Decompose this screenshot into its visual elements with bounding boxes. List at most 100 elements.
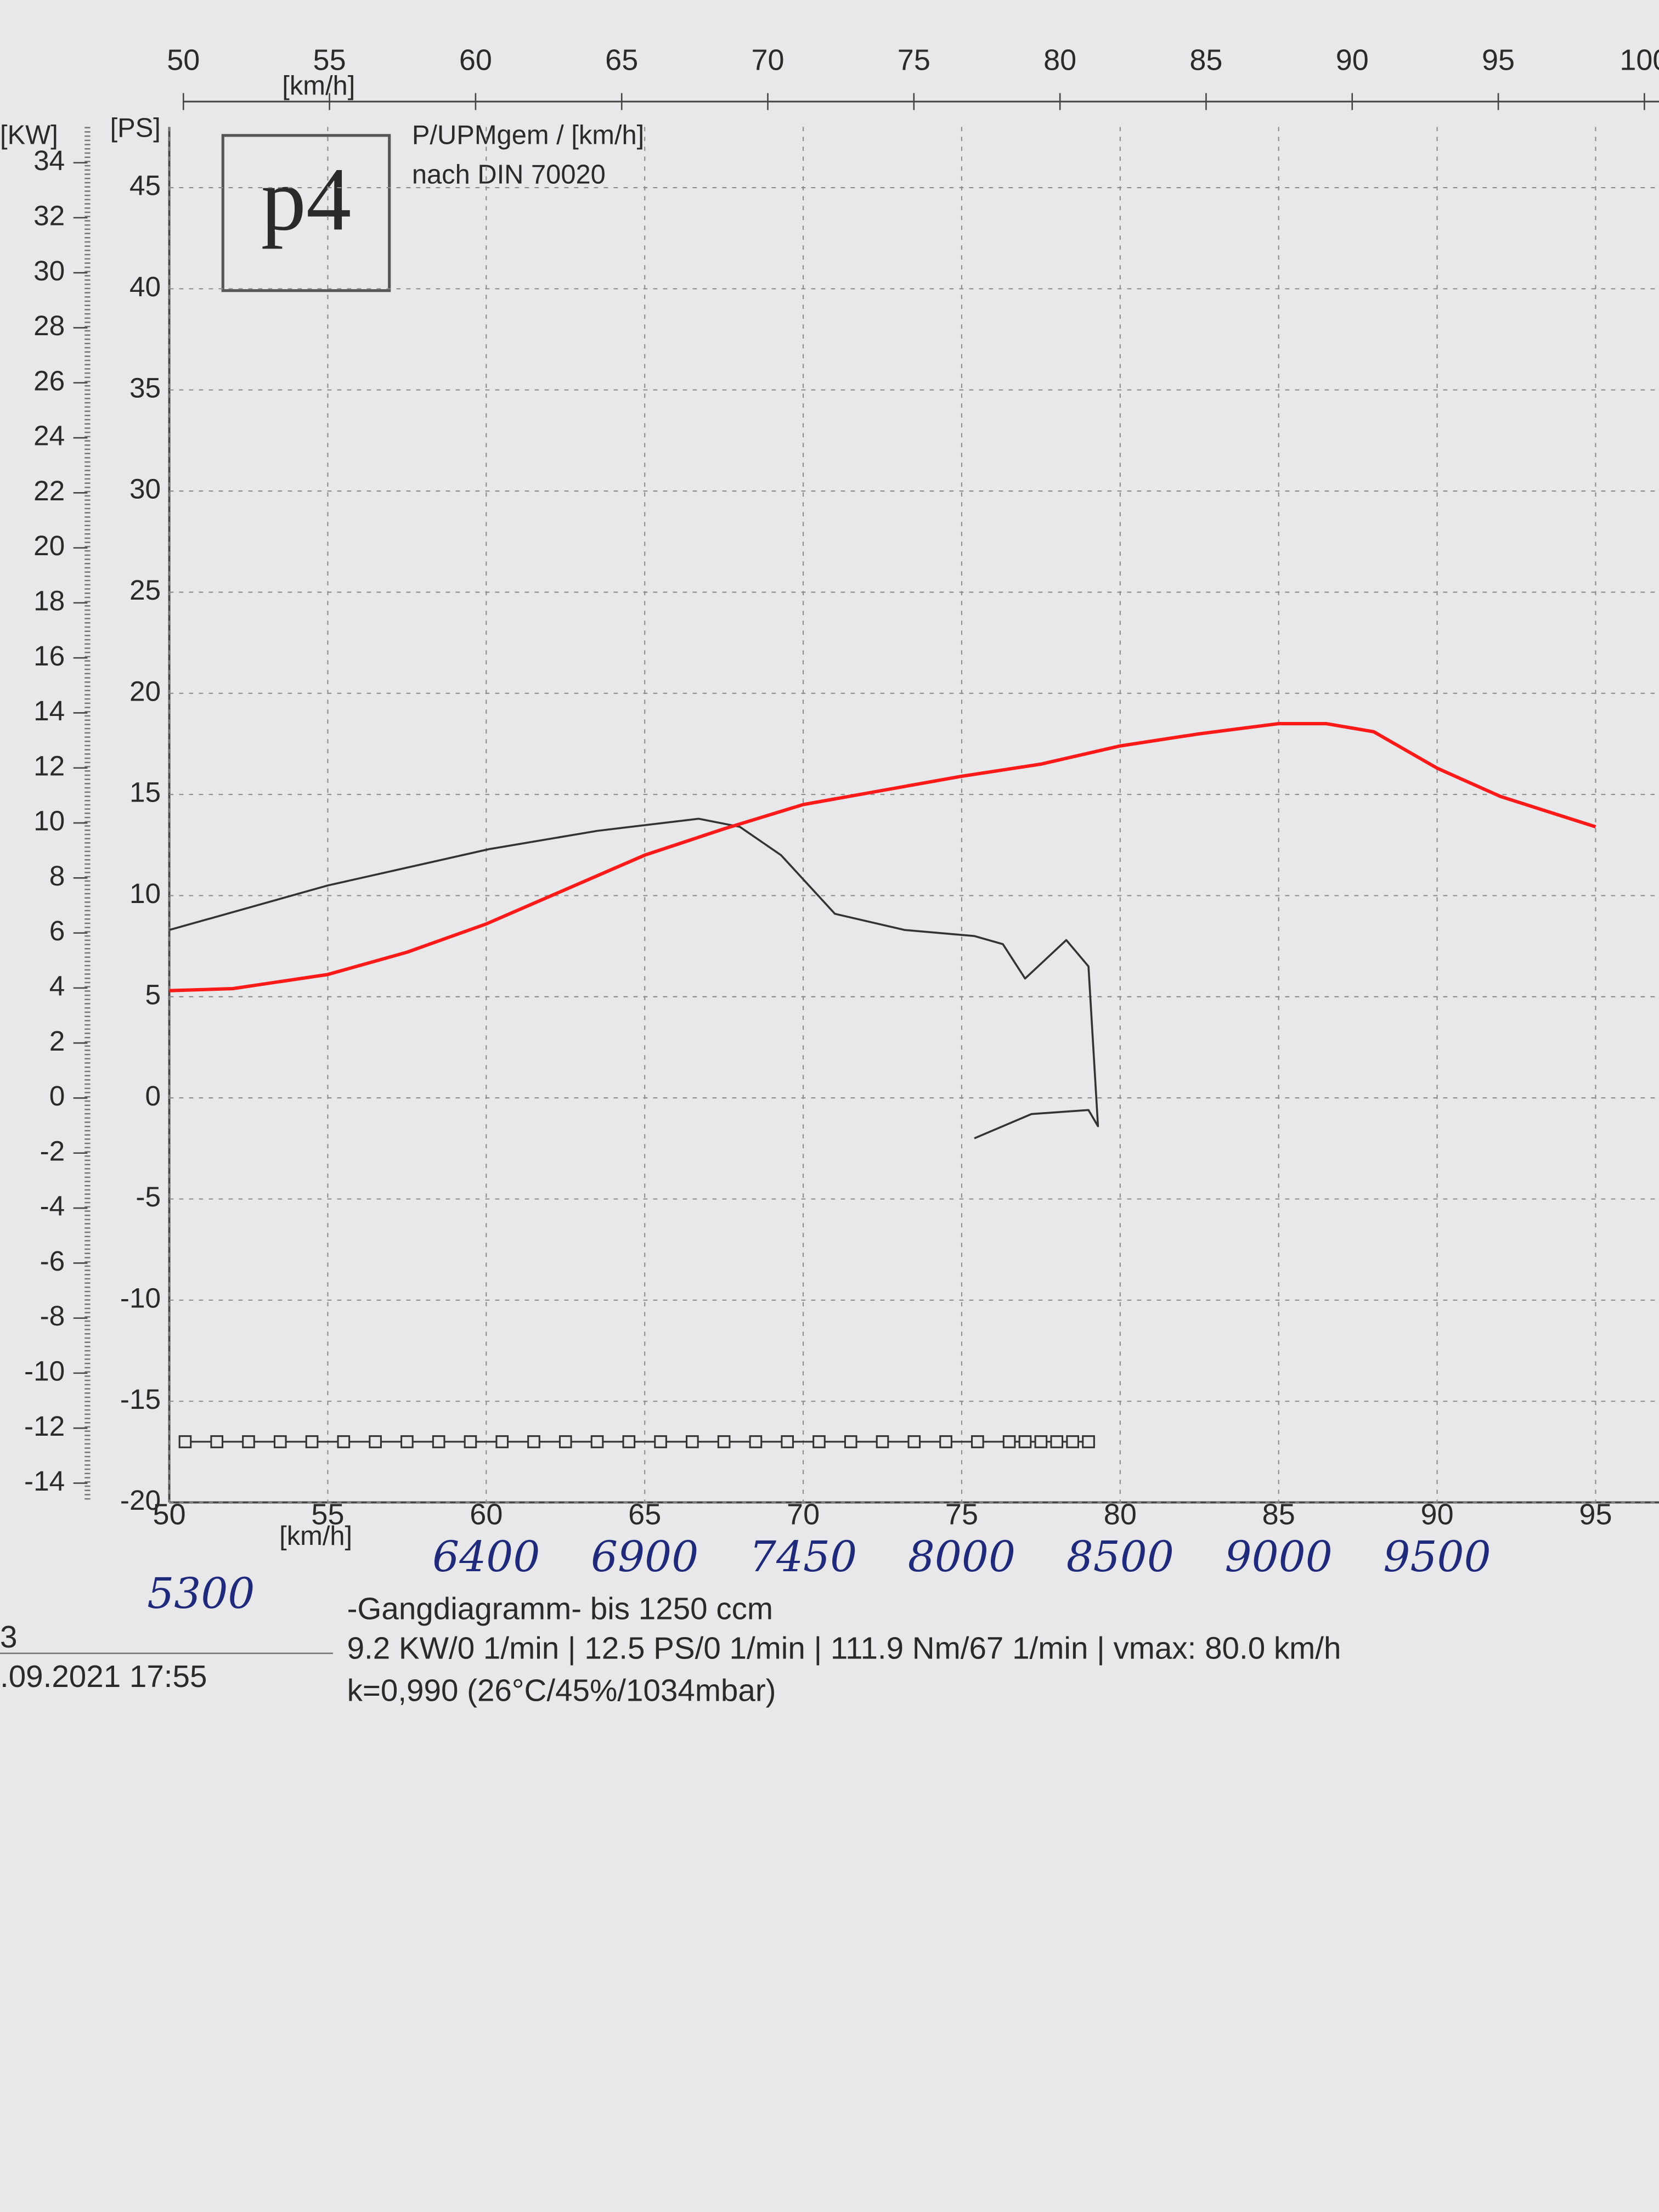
marker [622, 1435, 636, 1448]
marker [337, 1435, 351, 1448]
y2-tick-label: 16 [33, 640, 65, 672]
x-tick-label: 60 [470, 1498, 503, 1531]
y2-tick-label: 14 [33, 695, 65, 726]
marker [749, 1435, 763, 1448]
x-tick-label: 75 [945, 1498, 978, 1531]
y2-tick-label: 22 [33, 475, 65, 506]
y2-tick-label: 10 [33, 805, 65, 837]
logo: p4 [261, 149, 352, 249]
x-tick-label: 65 [628, 1498, 661, 1531]
y-tick-label: 20 [129, 675, 161, 707]
marker [1002, 1435, 1016, 1448]
x2-tick-label: 95 [1482, 43, 1515, 76]
y2-tick-label: 20 [33, 529, 65, 561]
marker [686, 1435, 699, 1448]
marker [844, 1435, 857, 1448]
x2-tick-label: 90 [1336, 43, 1369, 76]
y-tick-label: -15 [120, 1383, 161, 1415]
rpm-label: 8500 [1066, 1532, 1174, 1582]
marker [210, 1435, 224, 1448]
y2-tick-label: 0 [49, 1080, 65, 1111]
rpm-label: 9000 [1225, 1532, 1333, 1582]
y-tick-label: 40 [129, 270, 161, 302]
x-axis-label: [km/h] [279, 1521, 352, 1551]
marker [654, 1435, 667, 1448]
y-tick-label: 5 [145, 978, 161, 1010]
y-tick-label: 15 [129, 776, 161, 808]
x-tick-label: 95 [1579, 1498, 1612, 1531]
marker [876, 1435, 889, 1448]
x-tick-label: 80 [1104, 1498, 1137, 1531]
footer-date: .09.2021 17:55 [0, 1659, 207, 1694]
y2-axis-label: [KW] [0, 120, 58, 150]
y2-tick-label: 4 [49, 969, 65, 1001]
x2-tick-label: 65 [605, 43, 638, 76]
y2-tick-label: 18 [33, 584, 65, 616]
marker [1082, 1435, 1095, 1448]
y-tick-label: 35 [129, 371, 161, 403]
marker [178, 1435, 192, 1448]
series-line [169, 817, 1099, 1139]
y2-tick-label: 8 [49, 860, 65, 891]
y-tick-label: 30 [129, 473, 161, 505]
note: P/UPMgem / [km/h] [412, 120, 644, 150]
x-tick-label: 85 [1262, 1498, 1295, 1531]
marker [400, 1435, 414, 1448]
x2-tick-label: 75 [898, 43, 930, 76]
y2-tick-label: 34 [33, 144, 65, 176]
rpm-label: 6400 [432, 1532, 540, 1582]
y2-tick-label: 2 [49, 1025, 65, 1057]
x-tick-label: 50 [153, 1498, 186, 1531]
y-tick-label: -20 [120, 1484, 161, 1516]
marker [1050, 1435, 1064, 1448]
y2-tick-label: -10 [24, 1355, 65, 1386]
y-tick-label: 25 [129, 574, 161, 606]
marker [939, 1435, 952, 1448]
y2-tick-label: 30 [33, 255, 65, 286]
marker [273, 1435, 287, 1448]
marker [1018, 1435, 1032, 1448]
footer-line: 9.2 KW/0 1/min | 12.5 PS/0 1/min | 111.9… [347, 1631, 1341, 1666]
marker [1066, 1435, 1079, 1448]
y-tick-label: -5 [136, 1181, 161, 1212]
marker [717, 1435, 731, 1448]
footer-line: -Gangdiagramm- bis 1250 ccm [347, 1592, 773, 1626]
note: nach DIN 70020 [412, 160, 606, 189]
y2-tick-label: 12 [33, 749, 65, 781]
y2-tick-label: -4 [40, 1190, 65, 1222]
rpm-label: 7450 [749, 1532, 857, 1582]
rpm-label: 5300 [147, 1569, 255, 1618]
marker [558, 1435, 572, 1448]
y-tick-label: 10 [129, 877, 161, 909]
footer-line: k=0,990 (26°C/45%/1034mbar) [347, 1673, 776, 1708]
y2-tick-label: 26 [33, 364, 65, 396]
marker [305, 1435, 319, 1448]
marker [590, 1435, 604, 1448]
y-tick-label: 0 [145, 1080, 161, 1111]
rpm-label: 8000 [908, 1532, 1015, 1582]
y2-tick-label: 6 [49, 915, 65, 946]
y-axis-label: [PS] [110, 113, 161, 143]
x2-tick-label: 60 [459, 43, 492, 76]
y2-tick-label: 24 [33, 420, 65, 452]
marker [1034, 1435, 1048, 1448]
x2-tick-label: 70 [751, 43, 784, 76]
x2-axis-label: [km/h] [282, 71, 355, 100]
x2-tick-label: 85 [1189, 43, 1222, 76]
x-tick-label: 55 [311, 1498, 344, 1531]
x-tick-label: 70 [787, 1498, 820, 1531]
x2-tick-label: 80 [1043, 43, 1076, 76]
y-tick-label: -10 [120, 1282, 161, 1313]
marker [971, 1435, 984, 1448]
y2-tick-label: -14 [24, 1465, 65, 1497]
logo-box [221, 134, 391, 292]
marker [907, 1435, 921, 1448]
rpm-label: 9500 [1383, 1532, 1491, 1582]
marker [495, 1435, 509, 1448]
x-tick-label: 90 [1421, 1498, 1454, 1531]
marker [464, 1435, 477, 1448]
x2-tick-label: 100 [1620, 43, 1659, 76]
y2-tick-label: 32 [33, 199, 65, 231]
rpm-label: 6900 [591, 1532, 698, 1582]
